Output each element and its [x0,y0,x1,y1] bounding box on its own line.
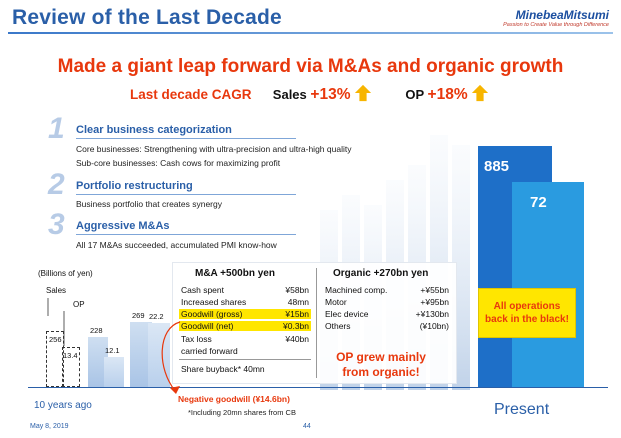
section-1-line-2: Sub-core businesses: Cash cows for maxim… [76,158,281,168]
chart-baseline [28,387,608,388]
ma-header: M&A +500bn yen [195,268,275,279]
section-3-heading: Aggressive M&As [76,220,170,232]
sales-bar [88,336,108,387]
section-3-divider [76,234,296,235]
sales-value-label: 269 [132,311,145,321]
section-1-number: 1 [48,112,65,145]
op-value-label: 22.2 [149,311,164,321]
op-bar [512,181,584,387]
op-growth-callout: OP grew mainly from organic! [316,350,446,380]
section-1-heading: Clear business categorization [76,124,232,136]
section-3-line-1: All 17 M&As succeeded, accumulated PMI k… [76,240,277,250]
section-2-line-1: Business portfolio that creates synergy [76,199,222,209]
section-2-heading: Portfolio restructuring [76,180,193,192]
op-growth-line-2: from organic! [342,365,420,379]
cagr-op-value: +18% [427,86,468,103]
section-2-divider [76,194,296,195]
present-label: Present [494,401,550,418]
goodwill-connector [161,321,181,394]
cagr-op-label: OP [405,87,424,102]
table-row: Increased shares 48mn [181,297,309,307]
op-bar [62,346,80,387]
sales-value-label: 885 [484,158,510,176]
title-divider [8,32,613,34]
table-divider [316,268,317,378]
up-arrow-icon [472,84,489,102]
sales-value-label: 228 [90,325,103,335]
page-title: Review of the Last Decade [12,6,282,29]
table-row-highlight: Goodwill (gross) ¥15bn [179,309,311,319]
legend-leaders [47,298,65,346]
ten-years-ago-label: 10 years ago [34,400,92,411]
table-row-highlight: Goodwill (net) ¥0.3bn [179,321,311,331]
table-row: Motor +¥95bn [325,297,449,307]
ma-organic-table: M&A +500bn yen Organic +270bn yen Cash s… [172,262,457,384]
op-series-label: OP [73,300,85,309]
cagr-label: Last decade CAGR [130,87,252,102]
op-bar [104,356,124,387]
up-arrow-icon [355,84,372,102]
cagr-sales-label: Sales [272,87,307,102]
chart-unit-label: (Billions of yen) [38,269,93,278]
badge-line-1: All operations [493,301,561,312]
table-row: Others (¥10bn) [325,321,449,331]
buyback-row: Share buyback* 40mn [181,364,265,374]
sales-value-label: 256 [49,334,62,344]
badge-line-2: back in the black! [485,314,569,325]
sales-bar [46,330,64,387]
page-number: 44 [303,423,311,430]
organic-header: Organic +270bn yen [333,268,429,279]
logo-tagline: Passion to Create Value through Differen… [503,22,609,28]
negative-goodwill-note: Negative goodwill (¥14.6bn) [178,394,290,404]
section-1-divider [76,138,296,139]
sales-bar [130,322,152,387]
slide-date: May 8, 2019 [30,423,69,430]
op-value-label: 12.1 [105,345,120,355]
section-2-number: 2 [48,168,65,201]
op-value-label: 13.4 [63,350,78,360]
logo-text: MinebeaMitsumi [515,8,609,22]
op-value-label: 72 [530,193,547,211]
cb-footnote: *Including 20mn shares from CB [188,408,296,417]
table-row: Elec device +¥130bn [325,309,449,319]
black-operations-badge: All operations back in the black! [478,288,576,338]
table-row: Machined comp. +¥55bn [325,285,449,295]
table-row: Tax loss ¥40bn [181,334,309,344]
table-row: Cash spent ¥58bn [181,285,309,295]
section-1-line-1: Core businesses: Strengthening with ultr… [76,144,352,154]
table-row: carried forward [181,346,238,356]
section-3-number: 3 [48,208,65,241]
op-growth-line-1: OP grew mainly [336,350,426,364]
company-logo: MinebeaMitsumi Passion to Create Value t… [503,8,609,28]
headline: Made a giant leap forward via M&As and o… [57,56,564,77]
table-divider [179,359,311,360]
cagr-row: Last decade CAGR Sales +13% OP +18% [130,84,489,104]
cagr-sales-value: +13% [310,86,351,103]
sales-series-label: Sales [46,286,67,295]
